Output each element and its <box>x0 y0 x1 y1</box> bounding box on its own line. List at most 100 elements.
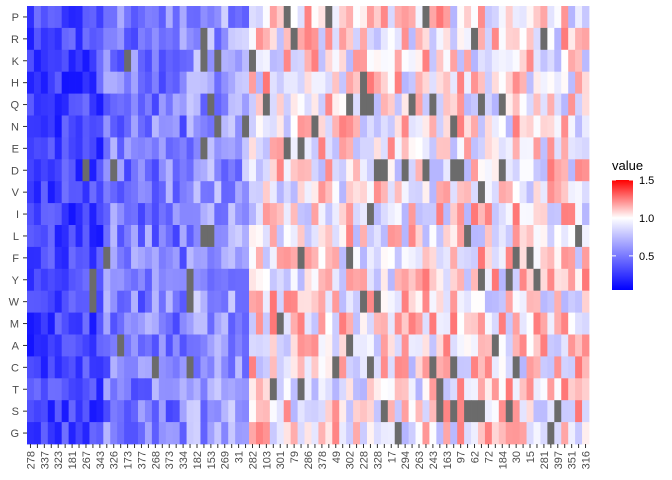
heatmap-cell <box>151 159 160 182</box>
heatmap-cell <box>103 203 111 226</box>
heatmap-cell <box>297 290 305 313</box>
heatmap-cell <box>457 290 465 313</box>
heatmap-cell <box>117 422 125 445</box>
heatmap-cell <box>89 159 97 182</box>
heatmap-cell <box>158 137 167 160</box>
heatmap-cell <box>75 93 83 116</box>
heatmap-cell <box>450 400 458 423</box>
heatmap-cell <box>318 49 326 73</box>
heatmap-cell <box>172 71 181 94</box>
heatmap-cell <box>54 225 63 248</box>
heatmap-cell <box>249 312 257 335</box>
heatmap-cell <box>138 203 146 226</box>
heatmap-cell <box>207 334 215 357</box>
heatmap-cell <box>477 334 486 357</box>
heatmap-cell <box>235 290 243 313</box>
heatmap-cell <box>387 115 396 138</box>
heatmap-cell <box>242 137 250 160</box>
heatmap-cell <box>436 422 444 445</box>
heatmap-cell <box>249 225 257 248</box>
heatmap-cell <box>290 71 298 94</box>
heatmap-cell <box>491 27 500 51</box>
heatmap-cell <box>505 71 514 94</box>
heatmap-cell <box>276 378 285 401</box>
heatmap-cell <box>415 6 423 29</box>
heatmap-cell <box>110 356 118 379</box>
heatmap-cell <box>575 225 583 248</box>
heatmap-cell <box>346 93 354 116</box>
heatmap-cell <box>380 334 389 357</box>
heatmap-cell <box>477 378 486 401</box>
heatmap-cell <box>471 49 479 73</box>
heatmap-cell <box>422 378 430 401</box>
heatmap-cell <box>554 246 562 270</box>
heatmap-cell <box>332 290 340 313</box>
heatmap-cell <box>214 312 222 335</box>
heatmap-cell <box>200 246 208 270</box>
heatmap-cell <box>110 378 118 401</box>
heatmap-cell <box>61 115 70 138</box>
heatmap-cell <box>353 27 361 51</box>
heatmap-cell <box>582 137 590 160</box>
heatmap-cell <box>124 27 132 51</box>
heatmap-cell <box>82 93 90 116</box>
heatmap-cell <box>158 422 167 445</box>
heatmap-cell <box>103 268 111 292</box>
heatmap-cell <box>290 27 298 51</box>
heatmap-cell <box>394 137 403 160</box>
heatmap-cell <box>82 159 90 182</box>
heatmap-cell <box>110 246 118 270</box>
heatmap-cell <box>54 356 63 379</box>
heatmap-cell <box>318 422 326 445</box>
heatmap-cell <box>533 71 541 94</box>
heatmap-cell <box>75 6 83 29</box>
heatmap-cell <box>311 115 319 138</box>
heatmap-cell <box>477 268 486 292</box>
heatmap-cell <box>533 49 541 73</box>
heatmap-cell <box>360 137 368 160</box>
heatmap-cell <box>33 246 42 270</box>
heatmap-cell <box>290 93 298 116</box>
heatmap-cell <box>68 268 76 292</box>
heatmap-cell <box>325 203 333 226</box>
heatmap-cell <box>380 400 389 423</box>
heatmap-cell <box>568 246 576 270</box>
heatmap-cell <box>200 356 208 379</box>
heatmap-cell <box>82 6 90 29</box>
heatmap-cell <box>144 422 153 445</box>
heatmap-cell <box>290 290 298 313</box>
heatmap-cell <box>179 203 187 226</box>
heatmap-cell <box>144 115 153 138</box>
heatmap-cell <box>429 246 437 270</box>
heatmap-cell <box>138 27 146 51</box>
heatmap-cell <box>186 6 194 29</box>
heatmap-cell <box>457 137 465 160</box>
heatmap-cell <box>200 312 208 335</box>
heatmap-cell <box>339 159 347 182</box>
heatmap-cell <box>61 159 70 182</box>
heatmap-cell <box>526 246 534 270</box>
heatmap-cell <box>311 159 319 182</box>
heatmap-cell <box>61 400 70 423</box>
heatmap-cell <box>47 290 56 313</box>
heatmap-cell <box>380 203 389 226</box>
heatmap-cell <box>582 290 590 313</box>
heatmap-cell <box>235 378 243 401</box>
heatmap-cell <box>568 225 576 248</box>
heatmap-cell <box>373 27 382 51</box>
heatmap-cell <box>561 27 569 51</box>
heatmap-cell <box>429 225 437 248</box>
heatmap-cell <box>353 400 361 423</box>
heatmap-cell <box>138 334 146 357</box>
heatmap-cell <box>138 181 146 204</box>
heatmap-cell <box>422 356 430 379</box>
heatmap-cell <box>221 115 229 138</box>
heatmap-cell <box>255 225 264 248</box>
heatmap-cell <box>519 334 527 357</box>
heatmap-cell <box>505 356 514 379</box>
heatmap-cell <box>561 422 569 445</box>
heatmap-cell <box>138 159 146 182</box>
heatmap-cell <box>131 93 139 116</box>
heatmap-cell <box>512 203 521 226</box>
heatmap-cell <box>491 115 500 138</box>
